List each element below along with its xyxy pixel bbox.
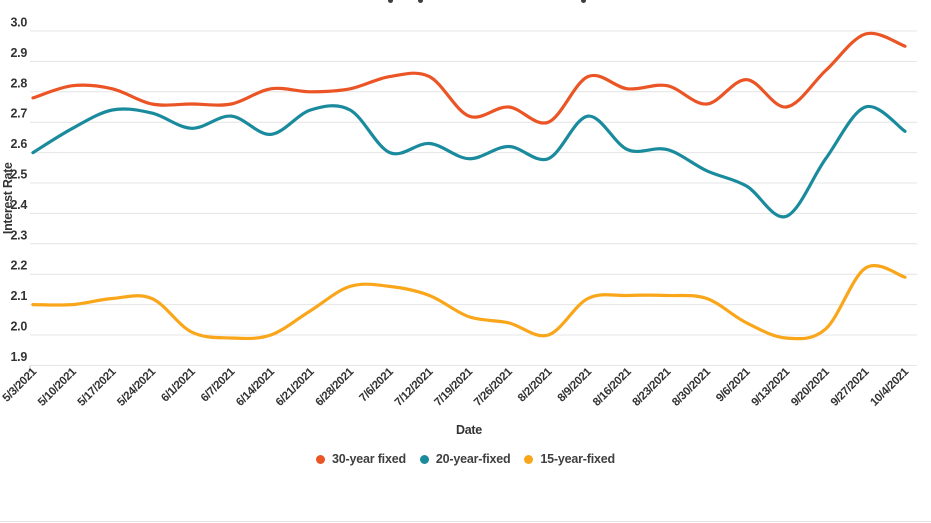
y-axis-title: Interest Rate: [1, 162, 15, 234]
chart-plot-area: 3.0 2.9 2.8 2.7 2.6 2.5 2.4 2.3 2.2 2.1 2.0 1.95/3/…: [1, 16, 917, 437]
clipped-title-descender: [418, 0, 423, 3]
clipped-title-descender: [581, 0, 586, 3]
legend-label: 20-year-fixed: [435, 452, 511, 466]
x-tick-label: 10/4/2021: [868, 365, 911, 408]
series-line-30-year-fixed: [31, 31, 907, 125]
legend-label: 30-year fixed: [332, 452, 406, 466]
x-tick-label: 6/14/2021: [234, 365, 277, 408]
y-tick-label: 2.5: [11, 168, 28, 182]
x-tick-label: 5/3/2021: [1, 365, 40, 404]
x-tick-label: 5/24/2021: [115, 365, 158, 408]
x-tick-label: 9/13/2021: [749, 365, 792, 408]
y-tick-label: 2.1: [11, 289, 28, 303]
x-tick-label: 8/2/2021: [516, 365, 555, 404]
x-tick-label: 9/6/2021: [714, 365, 753, 404]
legend-item-20-year-fixed: 20-year-fixed: [419, 452, 511, 466]
x-tick-label: 8/9/2021: [556, 365, 595, 404]
series-line-20-year-fixed: [31, 104, 907, 219]
y-tick-label: 2.9: [11, 46, 28, 60]
legend-marker-dot: [316, 454, 326, 464]
clipped-title-descender: [388, 0, 393, 3]
legend-marker-dot: [419, 454, 429, 464]
legend-item-15-year-fixed: 15-year-fixed: [524, 452, 615, 466]
x-tick-label: 7/26/2021: [472, 365, 515, 408]
legend-marker-dot: [524, 454, 534, 464]
legend-item-30-year-fixed: 30-year fixed: [316, 452, 406, 466]
x-axis-title: Date: [456, 423, 482, 437]
x-tick-label: 8/30/2021: [670, 365, 713, 408]
x-tick-label: 5/17/2021: [76, 365, 119, 408]
x-tick-label: 8/23/2021: [631, 365, 674, 408]
y-tick-label: 3.0: [11, 16, 28, 30]
x-tick-label: 6/28/2021: [313, 365, 356, 408]
y-tick-label: 2.3: [11, 228, 28, 242]
y-tick-label: 2.4: [11, 198, 28, 212]
x-tick-label: 7/6/2021: [357, 365, 396, 404]
x-tick-label: 7/12/2021: [393, 365, 436, 408]
legend-label: 15-year-fixed: [540, 452, 615, 466]
y-tick-label: 2.6: [11, 137, 28, 151]
x-tick-label: 8/16/2021: [591, 365, 634, 408]
y-tick-label: 1.9: [11, 350, 28, 364]
series-line-15-year-fixed: [31, 264, 907, 341]
x-tick-label: 6/7/2021: [199, 365, 238, 404]
y-tick-label: 2.8: [11, 76, 28, 90]
bottom-divider: [0, 521, 931, 522]
x-tick-label: 7/19/2021: [432, 365, 475, 408]
x-tick-label: 9/20/2021: [789, 365, 832, 408]
y-tick-label: 2.2: [11, 259, 28, 273]
y-tick-label: 2.7: [11, 107, 28, 121]
y-tick-label: 2.0: [11, 320, 28, 334]
x-tick-label: 5/10/2021: [36, 365, 79, 408]
x-tick-label: 6/21/2021: [274, 365, 317, 408]
x-tick-label: 9/27/2021: [829, 365, 872, 408]
chart-legend: 30-year fixed 20-year-fixed 15-year-fixe…: [0, 452, 931, 466]
x-tick-label: 6/1/2021: [159, 365, 198, 404]
